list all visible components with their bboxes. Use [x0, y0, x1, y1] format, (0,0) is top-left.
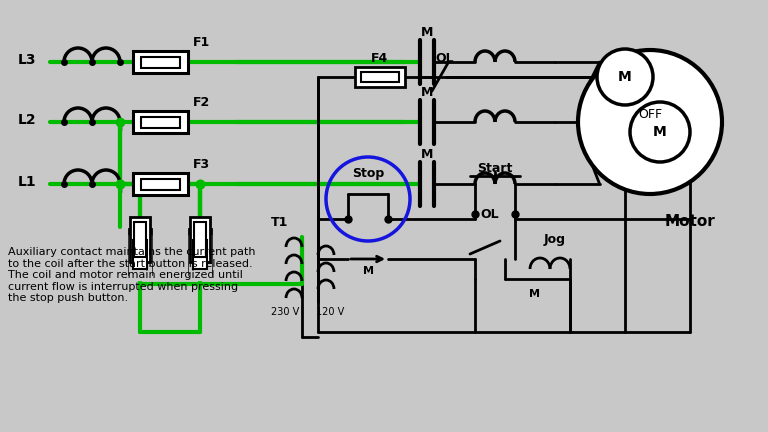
Bar [141, 117, 180, 127]
Text: F4: F4 [372, 53, 389, 66]
Text: Auxiliary contact maintains the current path
to the coil after the start button : Auxiliary contact maintains the current … [8, 247, 256, 303]
Text: 120 V: 120 V [316, 307, 344, 317]
Text: OL: OL [481, 207, 499, 220]
Bar [361, 72, 399, 82]
Text: Stop: Stop [352, 168, 384, 181]
Bar [355, 67, 405, 87]
Bar [189, 229, 211, 274]
Bar [130, 217, 150, 262]
Text: F1: F1 [193, 35, 210, 48]
Text: L1: L1 [18, 175, 37, 189]
Text: F3: F3 [193, 158, 210, 171]
Circle shape [630, 102, 690, 162]
Bar [133, 51, 187, 73]
Bar [194, 222, 206, 257]
Bar [133, 240, 147, 269]
Text: L2: L2 [18, 113, 37, 127]
Text: M: M [618, 70, 632, 84]
Bar [141, 57, 180, 67]
Text: L3: L3 [18, 53, 37, 67]
Text: M: M [653, 125, 667, 139]
Text: M: M [529, 289, 541, 299]
Circle shape [578, 50, 722, 194]
Text: M: M [362, 266, 373, 276]
Text: 230 V: 230 V [271, 307, 299, 317]
Bar [141, 178, 180, 190]
Text: F2: F2 [193, 95, 210, 108]
Bar [193, 240, 207, 269]
Text: Jog: Jog [544, 232, 566, 245]
Bar [129, 229, 151, 274]
Bar [134, 222, 146, 257]
Bar [133, 111, 187, 133]
Bar [190, 217, 210, 262]
Text: OL: OL [435, 53, 455, 66]
Text: M: M [421, 25, 433, 38]
Text: T1: T1 [271, 216, 289, 229]
Bar [189, 235, 211, 280]
Text: M: M [421, 86, 433, 98]
Circle shape [597, 49, 653, 105]
Text: Start: Start [478, 162, 513, 175]
Bar [129, 235, 151, 280]
Text: Motor: Motor [664, 215, 715, 229]
Bar [133, 173, 187, 195]
Text: OFF: OFF [638, 108, 662, 121]
Text: M: M [421, 147, 433, 161]
